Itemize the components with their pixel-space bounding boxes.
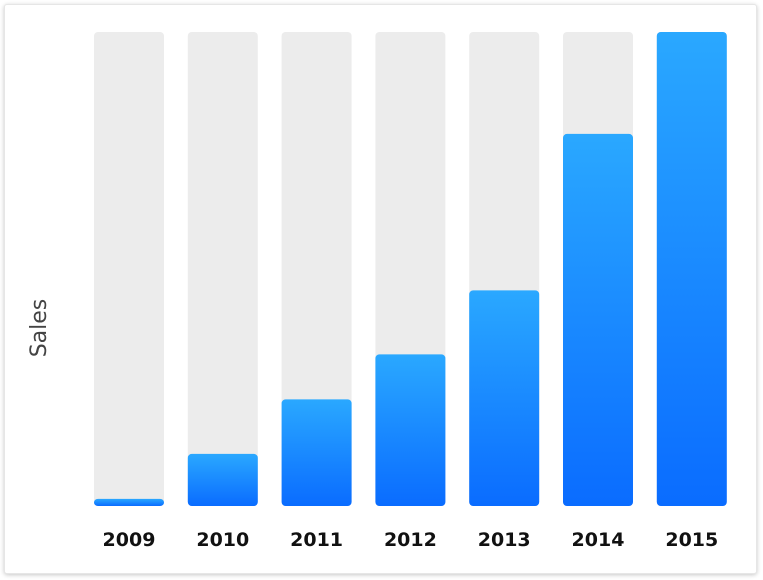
bars [94, 32, 727, 506]
bar-2014[interactable] [563, 133, 633, 506]
x-tick-label-2015: 2015 [665, 529, 718, 551]
y-axis-label: Sales [27, 299, 52, 358]
x-tick-label-2013: 2013 [478, 529, 531, 551]
bar-track-2009 [94, 32, 164, 506]
x-tick-labels: 2009 2010 2011 2012 2013 2014 2015 [103, 529, 719, 551]
bar-track-2011 [281, 32, 352, 506]
x-tick-label-2009: 2009 [103, 529, 156, 551]
bar-2015[interactable] [656, 32, 727, 506]
x-tick-label-2012: 2012 [384, 529, 437, 551]
bar-2012[interactable] [375, 354, 446, 506]
x-tick-label-2010: 2010 [196, 529, 249, 551]
bar-2013[interactable] [469, 290, 540, 506]
bar-2011[interactable] [281, 399, 352, 506]
x-tick-label-2011: 2011 [290, 529, 343, 551]
bar-track-2010 [187, 32, 258, 506]
bar-2010[interactable] [187, 453, 258, 506]
bar-2009[interactable] [94, 498, 164, 506]
x-tick-label-2014: 2014 [572, 529, 625, 551]
